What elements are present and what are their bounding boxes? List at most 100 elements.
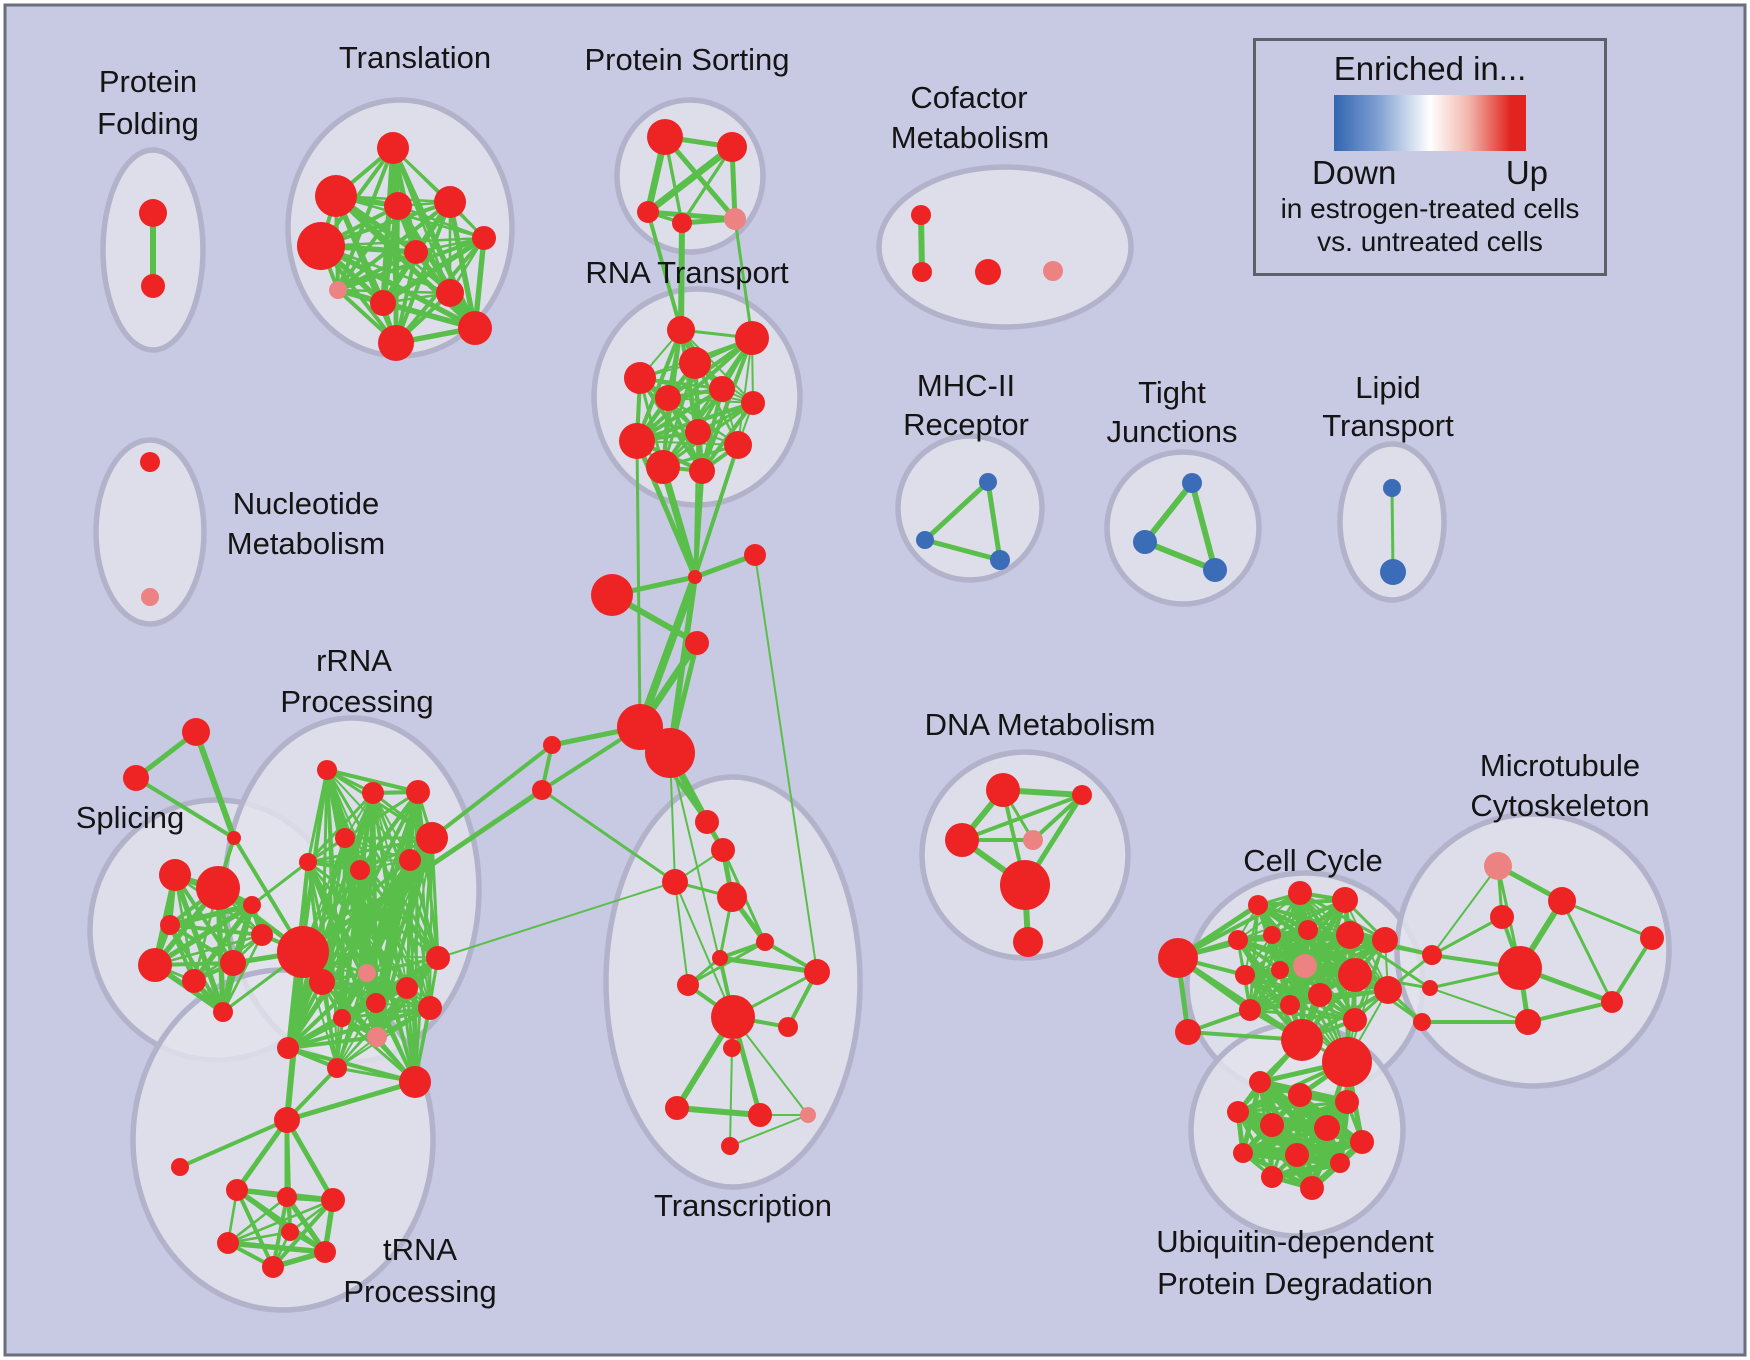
edge-mt4-mtr bbox=[1610, 936, 1654, 1004]
legend-down-label: Down bbox=[1312, 154, 1397, 191]
node-mtr bbox=[1640, 926, 1664, 950]
node-sp3 bbox=[138, 948, 172, 982]
node-t11 bbox=[378, 325, 414, 361]
node-cy5 bbox=[1263, 926, 1281, 944]
edge-tn2-tn6 bbox=[284, 1194, 328, 1255]
cluster-nucleotide-metabolism bbox=[93, 437, 207, 627]
node-rr17 bbox=[399, 1066, 431, 1098]
node-dm1 bbox=[986, 773, 1020, 807]
node-ccB bbox=[688, 570, 702, 584]
node-rr6 bbox=[350, 860, 370, 880]
legend-ends: Down Up bbox=[1312, 154, 1548, 192]
edge-cy14-cy17 bbox=[1248, 1008, 1357, 1022]
node-cy13 bbox=[1374, 976, 1402, 1004]
edge-t8-t10 bbox=[336, 288, 452, 295]
edge-tr1-tr3 bbox=[193, 729, 237, 841]
edge-rr9-rr16 bbox=[336, 972, 368, 1069]
edge-m1-m2 bbox=[922, 479, 991, 543]
node-sp8 bbox=[160, 915, 180, 935]
node-rt4 bbox=[624, 362, 656, 394]
edge-rr14-rr17 bbox=[340, 1016, 417, 1084]
label-translation: Translation bbox=[339, 40, 491, 75]
edge-tn3-tn5 bbox=[271, 1198, 335, 1269]
node-tn5 bbox=[262, 1256, 284, 1278]
edge-tnh-hub1 bbox=[284, 949, 306, 1123]
node-rr18 bbox=[277, 1037, 299, 1059]
node-cy11 bbox=[1271, 961, 1289, 979]
label-splicing: Splicing bbox=[76, 800, 185, 835]
node-tn1 bbox=[226, 1179, 248, 1201]
edge-tx3-tx8 bbox=[674, 881, 734, 1018]
label-cofactor-metabolism: Cofactor bbox=[910, 80, 1027, 115]
node-br3 bbox=[1413, 1013, 1431, 1031]
edge-sp3-sp9 bbox=[152, 902, 255, 968]
node-ccA bbox=[591, 574, 633, 616]
node-cy16 bbox=[1308, 983, 1332, 1007]
node-ub10 bbox=[1261, 1166, 1283, 1188]
node-ub11 bbox=[1300, 1176, 1324, 1200]
edge-rt1-rt7 bbox=[680, 329, 754, 404]
edge-tn3-tn4 bbox=[226, 1198, 335, 1245]
label-rrna-processing: rRNA bbox=[316, 643, 392, 678]
edge-tnh-tn3 bbox=[284, 1117, 336, 1203]
node-dm2 bbox=[945, 823, 979, 857]
edge-ps2-ps3 bbox=[644, 143, 736, 216]
edge-ps4-rt1 bbox=[678, 220, 685, 333]
edge-tr2-tr3 bbox=[134, 776, 236, 840]
node-rt2 bbox=[735, 321, 769, 355]
node-t8 bbox=[329, 281, 347, 299]
node-rr11 bbox=[426, 946, 450, 970]
node-rt5 bbox=[709, 376, 735, 402]
node-sp7 bbox=[251, 924, 273, 946]
node-m2 bbox=[916, 531, 934, 549]
node-mtp bbox=[1484, 852, 1512, 880]
edge-tx3-tx6 bbox=[674, 881, 689, 986]
edge-rt5-rt12 bbox=[699, 386, 725, 474]
label-ubiquitin-degradation-line2: Protein Degradation bbox=[1157, 1266, 1433, 1301]
node-rt7 bbox=[741, 391, 765, 415]
edge-rr5-rr8 bbox=[306, 836, 434, 864]
edge-lt1-lt2 bbox=[1390, 486, 1395, 574]
node-cy17 bbox=[1343, 1008, 1367, 1032]
edge-cy13-cy15 bbox=[1287, 987, 1391, 1008]
node-cy4 bbox=[1228, 930, 1248, 950]
label-lipid-transport-line2: Transport bbox=[1322, 408, 1454, 443]
node-cy8 bbox=[1372, 927, 1398, 953]
legend-subtitle-line2: vs. untreated cells bbox=[1317, 226, 1543, 257]
node-tx9 bbox=[778, 1017, 798, 1037]
node-cf4 bbox=[1043, 261, 1063, 281]
node-tni bbox=[171, 1158, 189, 1176]
node-cy12 bbox=[1338, 958, 1372, 992]
node-tj3 bbox=[1203, 558, 1227, 582]
node-rr9 bbox=[358, 964, 376, 982]
node-cy15 bbox=[1280, 995, 1300, 1015]
edge-cy2-cy4 bbox=[1237, 892, 1301, 941]
cluster-cofactor-metabolism bbox=[876, 164, 1134, 330]
edge-sp6-sp8 bbox=[168, 923, 225, 1014]
node-lt1 bbox=[1383, 479, 1401, 497]
legend-gradient-bar bbox=[1334, 95, 1526, 151]
label-mhc-ii-receptor-line2: Receptor bbox=[903, 407, 1029, 442]
edge-ub3-ub4 bbox=[1236, 1100, 1349, 1114]
node-n1 bbox=[140, 452, 160, 472]
edge-rr17-rr18 bbox=[285, 1045, 418, 1085]
edge-tj1-tj2 bbox=[1142, 480, 1195, 545]
edge-t7-t8 bbox=[336, 236, 486, 292]
edge-ub10-ub12 bbox=[1268, 1159, 1344, 1181]
node-rt11 bbox=[646, 450, 680, 484]
node-mtb bbox=[1498, 946, 1542, 990]
node-tn4 bbox=[217, 1232, 239, 1254]
node-t5 bbox=[297, 222, 345, 270]
label-nucleotide-metabolism-line2: Metabolism bbox=[227, 526, 386, 561]
node-rr5 bbox=[299, 853, 317, 871]
node-dm6 bbox=[1013, 927, 1043, 957]
legend-title: Enriched in... bbox=[1333, 50, 1527, 87]
edge-tx11-tx15 bbox=[729, 1047, 733, 1147]
edge-tn2-tn5 bbox=[271, 1195, 289, 1269]
node-tx2 bbox=[711, 838, 735, 862]
node-rr12 bbox=[366, 993, 386, 1013]
node-rr10 bbox=[396, 977, 418, 999]
label-tight-junctions-line2: Junctions bbox=[1107, 414, 1238, 449]
node-sp4 bbox=[182, 969, 206, 993]
edge-tj2-tj3 bbox=[1142, 539, 1218, 573]
